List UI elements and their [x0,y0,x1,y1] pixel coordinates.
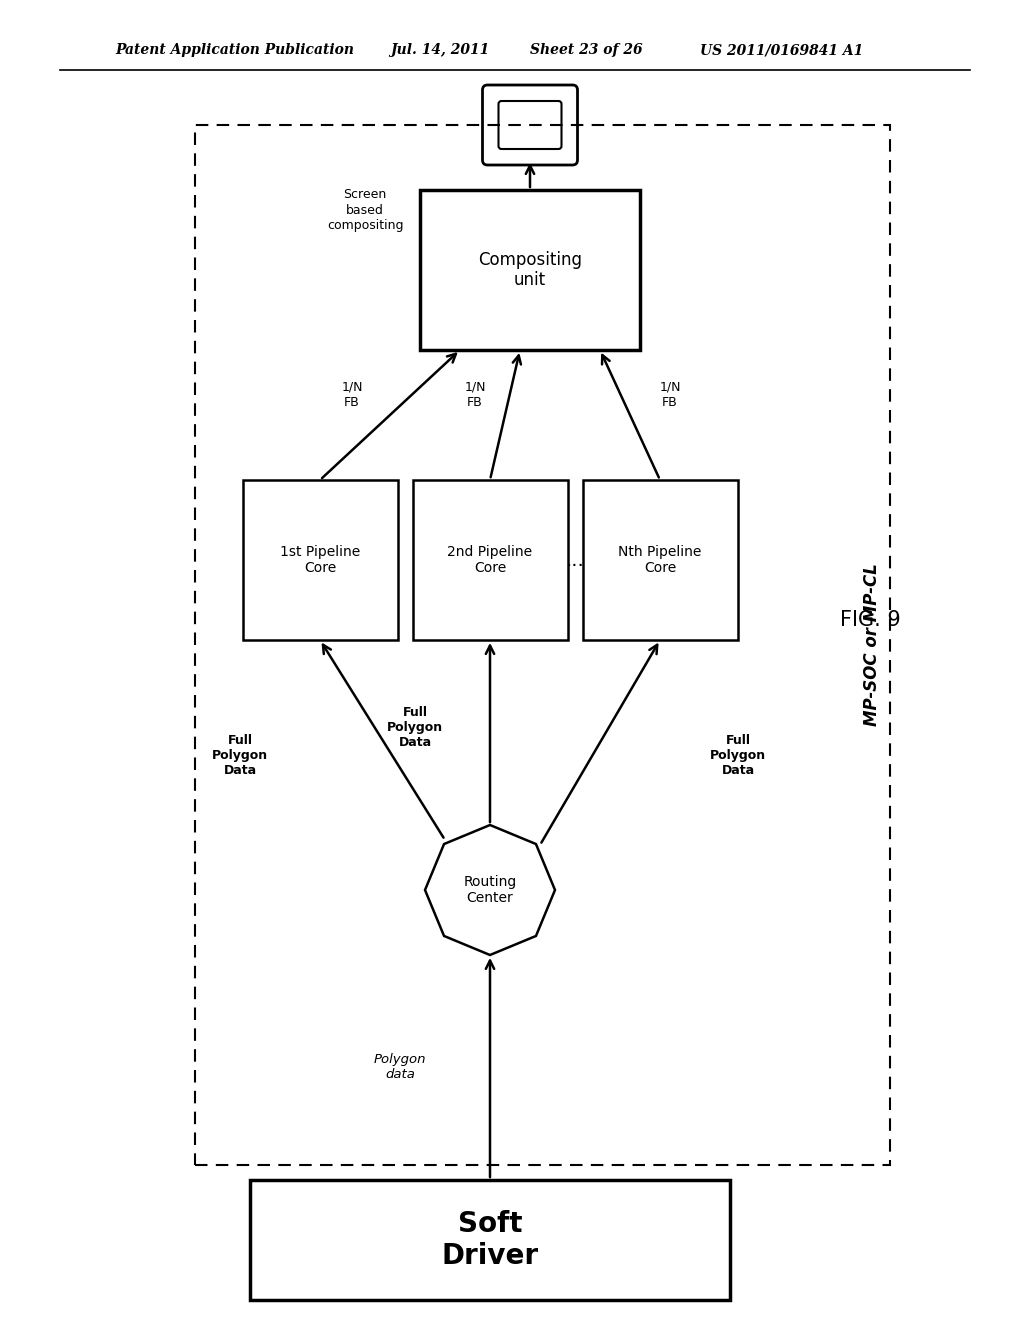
Bar [420,190,640,350]
Text: 1/N
FB: 1/N FB [341,381,362,409]
Text: 1st Pipeline
Core: 1st Pipeline Core [280,545,360,576]
Text: Compositing
unit: Compositing unit [478,251,582,289]
Text: US 2011/0169841 A1: US 2011/0169841 A1 [700,44,863,57]
Text: Jul. 14, 2011: Jul. 14, 2011 [390,44,489,57]
FancyBboxPatch shape [482,84,578,165]
Text: Full
Polygon
Data: Full Polygon Data [710,734,766,776]
Text: Full
Polygon
Data: Full Polygon Data [387,706,443,748]
Bar [243,480,397,640]
Polygon shape [425,825,555,954]
Text: MP-SOC or MP-CL: MP-SOC or MP-CL [863,564,881,726]
Text: FIG. 9: FIG. 9 [840,610,900,630]
Text: Full
Polygon
Data: Full Polygon Data [212,734,268,776]
Text: Soft
Driver: Soft Driver [441,1210,539,1270]
Bar [250,1180,730,1300]
Text: 1/N
FB: 1/N FB [464,381,485,409]
Text: ...: ... [565,550,585,569]
FancyBboxPatch shape [499,102,561,149]
Text: Screen
based
compositing: Screen based compositing [327,189,403,231]
Text: Polygon
data: Polygon data [374,1053,426,1081]
Text: 2nd Pipeline
Core: 2nd Pipeline Core [447,545,532,576]
Bar [583,480,737,640]
Text: Sheet 23 of 26: Sheet 23 of 26 [530,44,643,57]
Text: Routing
Center: Routing Center [464,875,517,906]
Text: Patent Application Publication: Patent Application Publication [115,44,354,57]
Text: Nth Pipeline
Core: Nth Pipeline Core [618,545,701,576]
Bar [413,480,567,640]
Bar [195,125,890,1166]
Text: 1/N
FB: 1/N FB [659,381,681,409]
